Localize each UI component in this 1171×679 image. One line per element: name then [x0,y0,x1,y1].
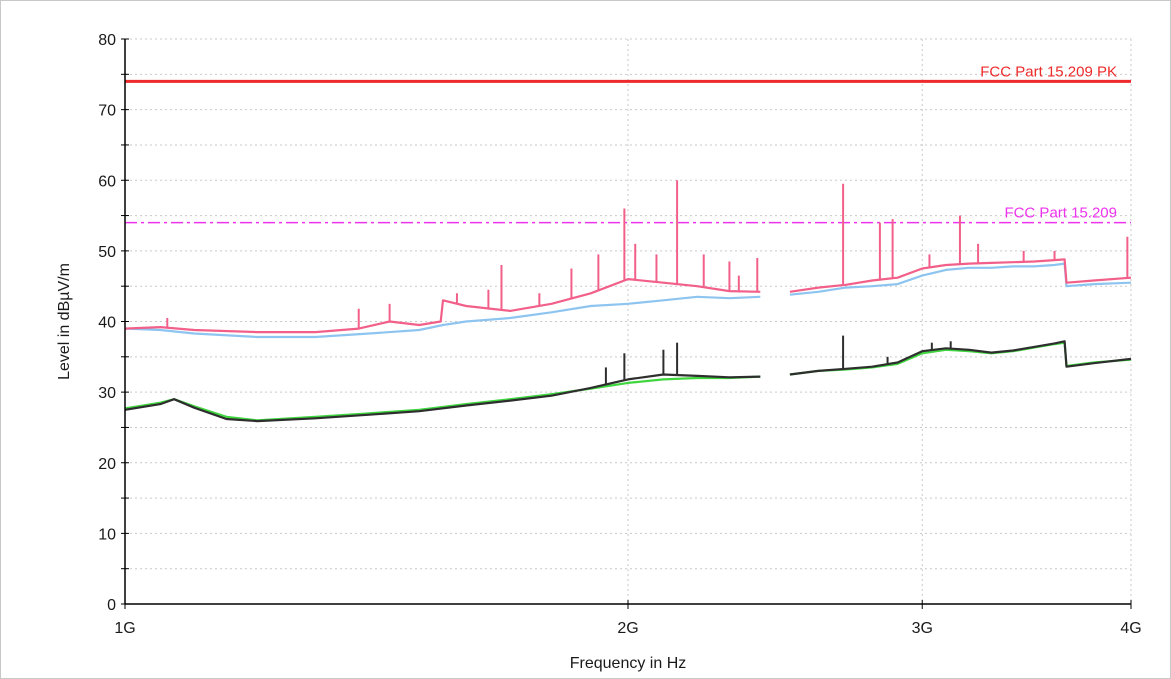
y-tick-label: 10 [98,526,116,543]
series-group [124,180,1132,423]
y-tick-label: 30 [98,385,116,402]
x-axis-title: Frequency in Hz [570,655,687,672]
series-2 [124,180,1132,334]
y-tick-label: 20 [98,456,116,473]
x-tick-label: 4G [1120,620,1141,637]
series-trace [124,340,1132,423]
y-tick-label: 40 [98,315,116,332]
x-tick-label: 3G [912,620,933,637]
grid-lines [125,38,1132,604]
tick-labels: 0 10 20 30 40 50 60 70 80 1G 2G 3G 4G [98,32,1141,637]
limit-lines: FCC Part 15.209 PK FCC Part 15.209 [125,63,1131,224]
x-tick-label: 1G [114,620,135,637]
series-trace [124,258,1132,334]
x-tick-label: 2G [617,620,638,637]
y-tick-label: 70 [98,103,116,120]
series-4 [124,335,1132,423]
y-tick-label: 0 [107,597,116,614]
axes [121,38,1132,609]
y-tick-label: 80 [98,32,116,49]
y-tick-label: 50 [98,244,116,261]
y-tick-label: 60 [98,173,116,190]
limit-label: FCC Part 15.209 [1004,205,1117,222]
y-axis-title: Level in dBµV/m [56,263,73,380]
limit-label: FCC Part 15.209 PK [980,63,1117,80]
